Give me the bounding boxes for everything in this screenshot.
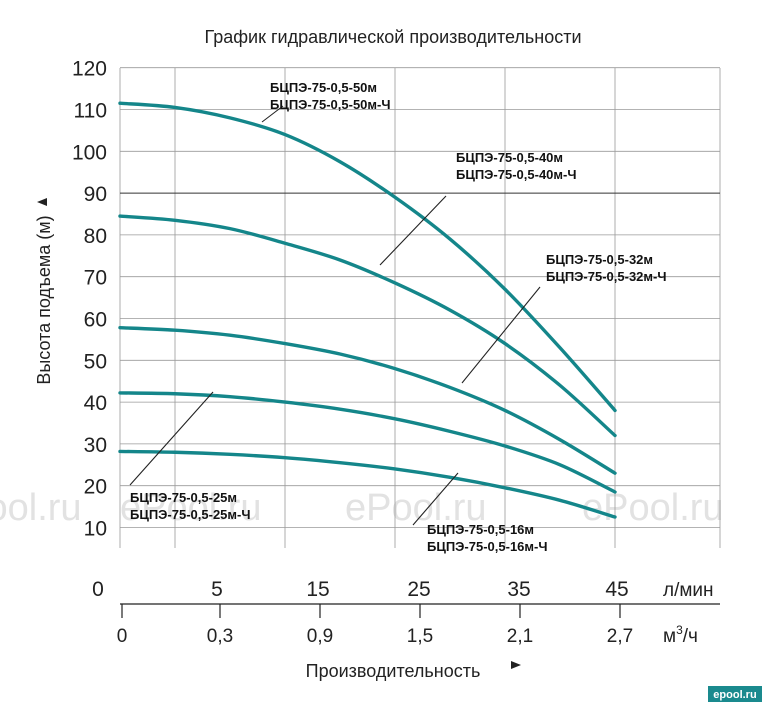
- series-label-line1: БЦПЭ-75-0,5-32м: [546, 252, 653, 267]
- x2-axis-unit: м3/ч: [663, 623, 698, 647]
- y-tick-label: 80: [84, 225, 107, 248]
- leader-line: [379, 195, 447, 266]
- y-tick-label: 60: [84, 309, 107, 332]
- series-labels: БЦПЭ-75-0,5-50м БЦПЭ-75-0,5-50м-Ч БЦПЭ-75-…: [130, 80, 667, 554]
- x2-unit-sup: 3: [676, 623, 683, 637]
- x2-unit-main: м: [663, 626, 676, 647]
- x-tick-label: 45: [605, 578, 628, 601]
- curve-group: [118, 101, 617, 519]
- y-tick-label: 120: [72, 58, 107, 81]
- y-tick-label: 40: [84, 392, 107, 415]
- watermark: ePool.ru: [0, 487, 82, 529]
- x-axis-arrow-icon: [511, 661, 521, 669]
- performance-curve: [118, 101, 617, 413]
- x-axis-tickmarks: [121, 604, 621, 618]
- y-axis-ticks: 10 20 30 40 50 60 70 80 90 100 110 120: [72, 58, 107, 541]
- watermark: ePool.ru: [582, 487, 724, 529]
- x2-tick-label: 0,3: [207, 626, 233, 647]
- series-label-line2: БЦПЭ-75-0,5-32м-Ч: [546, 269, 667, 284]
- x2-tick-label: 0,9: [307, 626, 333, 647]
- leader-line: [261, 105, 284, 123]
- leader-line: [412, 472, 459, 526]
- x-axis-label: Производительность: [306, 661, 481, 681]
- leader-lines: [129, 105, 541, 526]
- x-tick-label: 5: [211, 578, 223, 601]
- leader-line: [129, 391, 214, 486]
- site-logo-badge: [708, 686, 762, 702]
- x2-tick-label: 2,7: [607, 626, 633, 647]
- y-tick-label: 30: [84, 434, 107, 457]
- x-tick-label: 25: [407, 578, 430, 601]
- chart-title: График гидравлической производительности: [204, 27, 581, 47]
- x-tick-label: 35: [507, 578, 530, 601]
- y-tick-label: 20: [84, 476, 107, 499]
- x2-axis-ticks: 0 0,3 0,9 1,5 2,1 2,7: [117, 626, 634, 647]
- series-label-line1: БЦПЭ-75-0,5-16м: [427, 522, 534, 537]
- x2-unit-tail: /ч: [683, 626, 698, 647]
- x-axis-ticks: 0 5 15 25 35 45: [92, 578, 629, 601]
- y-tick-label: 10: [84, 518, 107, 541]
- y-tick-label: 100: [72, 141, 107, 164]
- x-axis-unit: л/мин: [663, 580, 714, 601]
- x2-tick-label: 0: [117, 626, 128, 647]
- performance-curve: [118, 391, 617, 494]
- x-tick-label: 15: [306, 578, 329, 601]
- series-label-line1: БЦПЭ-75-0,5-40м: [456, 150, 563, 165]
- watermark: ePool.ru: [120, 487, 262, 529]
- performance-curve: [118, 325, 617, 475]
- series-label-line2: БЦПЭ-75-0,5-50м-Ч: [270, 97, 391, 112]
- y-axis-label-text: Высота подъема (м): [34, 215, 54, 384]
- y-tick-label: 110: [74, 100, 107, 123]
- y-axis-arrow-icon: [37, 198, 47, 206]
- y-tick-label: 70: [84, 267, 107, 290]
- performance-curve: [118, 449, 617, 519]
- y-axis-label: Высота подъема (м): [34, 215, 54, 384]
- performance-curve: [118, 214, 617, 438]
- y-tick-label: 50: [84, 350, 107, 373]
- plot-grid: [119, 67, 721, 548]
- watermark-group: ePool.ru ePool.ru ePool.ru ePool.ru: [0, 487, 724, 529]
- leader-line: [461, 286, 541, 384]
- y-tick-label: 90: [84, 183, 107, 206]
- series-label-line1: БЦПЭ-75-0,5-25м: [130, 490, 237, 505]
- site-logo: epool.ru: [713, 689, 756, 701]
- series-label-line2: БЦПЭ-75-0,5-25м-Ч: [130, 507, 251, 522]
- series-label-line2: БЦПЭ-75-0,5-40м-Ч: [456, 167, 577, 182]
- x2-tick-label: 1,5: [407, 626, 433, 647]
- series-label-line2: БЦПЭ-75-0,5-16м-Ч: [427, 539, 548, 554]
- x-tick-label: 0: [92, 578, 104, 601]
- series-label-line1: БЦПЭ-75-0,5-50м: [270, 80, 377, 95]
- x2-tick-label: 2,1: [507, 626, 533, 647]
